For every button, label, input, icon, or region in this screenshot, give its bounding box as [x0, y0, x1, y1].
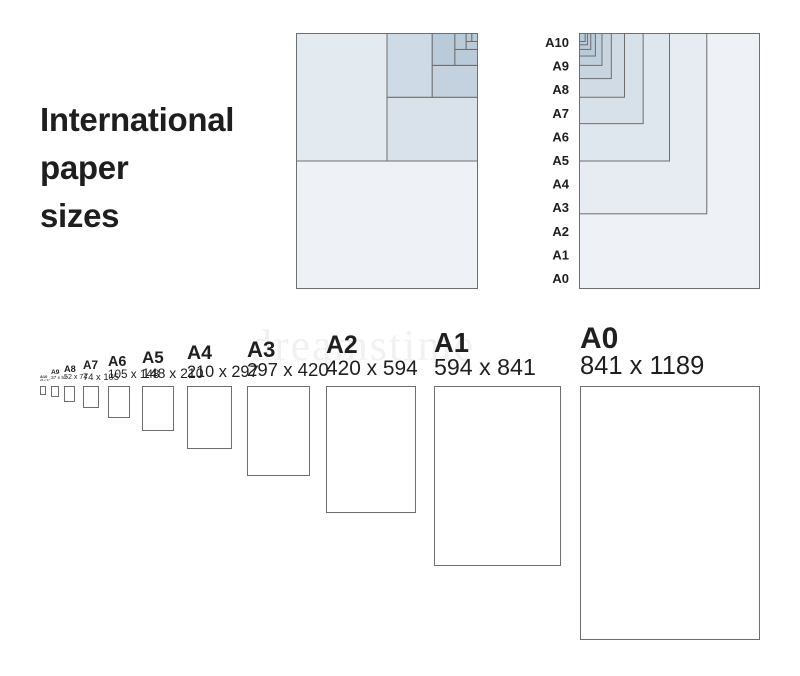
- size-dimensions: 37 x 52: [51, 375, 67, 381]
- sheet-a1: [434, 386, 561, 566]
- halving-sheet-a8: [465, 40, 478, 50]
- sheet-a2: [326, 386, 416, 513]
- sheet-a8: [64, 386, 76, 402]
- size-name: A1: [434, 326, 470, 358]
- nested-label-a8: A8: [552, 82, 569, 97]
- halving-sheet-a1: [296, 33, 388, 162]
- halving-sheet-a5: [431, 33, 456, 66]
- size-dimensions: 148 x 210: [142, 365, 204, 382]
- size-dimensions: 210 x 297: [187, 362, 259, 381]
- size-name: A4: [187, 342, 213, 365]
- title-line-3: sizes: [40, 197, 120, 234]
- nested-label-a3: A3: [552, 200, 569, 215]
- size-label-a0: A0 841 x 1189: [580, 321, 705, 380]
- size-name: A3: [247, 337, 276, 363]
- size-label-a3: A3 297 x 420: [247, 337, 329, 381]
- nested-label-a5: A5: [552, 153, 569, 168]
- sheet-a4: [187, 386, 232, 450]
- size-dimensions: 841 x 1189: [580, 351, 705, 380]
- nested-label-a9: A9: [552, 59, 569, 74]
- halving-sheet-a3: [386, 33, 433, 98]
- title-line-1: International: [40, 101, 235, 138]
- size-name: A0: [580, 321, 619, 355]
- size-name: A10: [40, 373, 48, 379]
- nested-sizes-diagram: A10 A9 A8 A7 A6 A5 A4 A3 A2 A1 A0: [545, 33, 760, 289]
- size-name: A6: [108, 353, 127, 370]
- sheet-a7: [83, 386, 99, 409]
- nested-label-a2: A2: [552, 224, 569, 239]
- nested-label-a4: A4: [552, 177, 569, 192]
- halving-sheet-a7: [454, 33, 467, 50]
- size-label-a2: A2 420 x 594: [326, 332, 418, 380]
- size-dimensions: 594 x 841: [434, 354, 536, 381]
- size-name: A8: [64, 363, 76, 374]
- sheet-a0: [580, 386, 760, 640]
- nested-label-a0: A0: [552, 271, 569, 286]
- size-name: A5: [142, 348, 164, 368]
- sheet-a9: [51, 386, 59, 398]
- halving-sheet-a6: [454, 48, 478, 66]
- nested-label-a1: A1: [552, 247, 569, 262]
- size-name: A9: [51, 369, 60, 377]
- size-label-a10: A10 26 x 37: [40, 373, 50, 382]
- size-dimensions: 105 x 148: [108, 368, 160, 381]
- size-label-a4: A4 210 x 297: [187, 344, 259, 380]
- size-dimensions: 297 x 420: [247, 359, 329, 381]
- size-label-a9: A9 37 x 52: [51, 369, 67, 381]
- size-label-a8: A8 52 x 74: [64, 363, 88, 382]
- sheet-a3: [247, 386, 311, 476]
- halving-sheet-a4: [431, 64, 478, 98]
- size-label-a1: A1 594 x 841: [434, 326, 536, 381]
- size-label-a6: A6 105 x 148: [108, 353, 160, 381]
- title-line-2: paper: [40, 149, 129, 186]
- size-name: A7: [83, 357, 99, 372]
- nested-label-a6: A6: [552, 129, 569, 144]
- nested-label-a10: A10: [545, 35, 569, 50]
- halving-sheet-a10: [471, 33, 478, 42]
- size-label-a5: A5 148 x 210: [142, 349, 204, 380]
- halving-diagram: [296, 33, 478, 289]
- size-dimensions: 420 x 594: [326, 356, 418, 380]
- sheet-a6: [108, 386, 131, 418]
- halving-sheet-a9: [465, 33, 473, 42]
- size-dimensions: 74 x 105: [83, 370, 119, 382]
- size-name: A2: [326, 332, 358, 359]
- halving-sheet-a0: [296, 160, 478, 289]
- sheet-a10: [40, 386, 46, 395]
- page-title: International paper sizes: [40, 96, 234, 240]
- size-dimensions: 52 x 74: [64, 373, 88, 382]
- sheet-a5: [142, 386, 174, 431]
- halving-sheet-a2: [386, 96, 478, 162]
- size-label-a7: A7 74 x 105: [83, 357, 119, 382]
- size-dimensions: 26 x 37: [40, 377, 50, 382]
- nested-label-a7: A7: [552, 106, 569, 121]
- nested-sheet-a10: [579, 33, 586, 42]
